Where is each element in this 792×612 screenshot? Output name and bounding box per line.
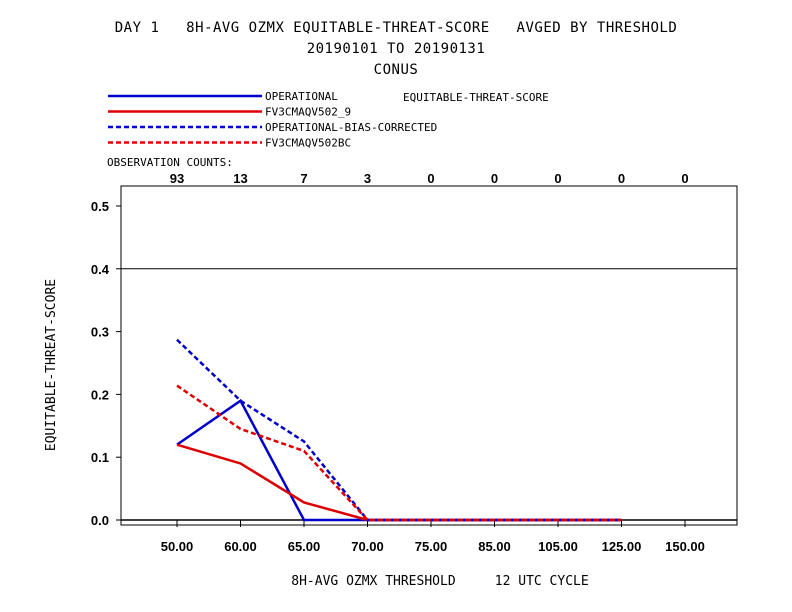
gridlines xyxy=(121,268,737,521)
observation-count: 13 xyxy=(233,171,247,186)
x-tick-label: 75.00 xyxy=(415,539,448,554)
series-lines xyxy=(176,338,622,522)
x-tick-label: 65.00 xyxy=(288,539,321,554)
series-line-fv3cmaqv502bc xyxy=(176,384,622,522)
observation-counts-label: OBSERVATION COUNTS: xyxy=(107,156,233,169)
observation-count: 0 xyxy=(681,171,688,186)
y-tick-label: 0.4 xyxy=(91,262,110,277)
x-tick-label: 70.00 xyxy=(351,539,384,554)
observation-count: 0 xyxy=(554,171,561,186)
observation-count: 3 xyxy=(364,171,371,186)
observation-counts: 93 13 7 3 0 0 0 0 0 xyxy=(170,171,689,186)
series-line-operational xyxy=(176,398,622,522)
y-axis-label: EQUITABLE-THREAT-SCORE xyxy=(44,279,59,451)
y-tick-label: 0.2 xyxy=(91,387,109,402)
x-tick-label: 125.00 xyxy=(602,539,642,554)
x-tick-label: 85.00 xyxy=(478,539,511,554)
date-range: 20190101 TO 20190131 xyxy=(306,41,486,57)
series-line-fv3cmaqv502-9 xyxy=(176,443,622,522)
observation-count: 7 xyxy=(300,171,307,186)
y-tick-label: 0.3 xyxy=(91,325,109,340)
observation-count: 0 xyxy=(427,171,434,186)
legend-entry: OPERATIONAL-BIAS-CORRECTED xyxy=(265,121,437,134)
y-tick-label: 0.5 xyxy=(91,199,109,214)
legend: OPERATIONAL FV3CMAQV502_9 OPERATIONAL-BIAS… xyxy=(108,90,437,150)
legend-entry: FV3CMAQV502_9 xyxy=(265,106,351,119)
x-tick-label: 50.00 xyxy=(161,539,194,554)
x-axis-label: 8H-AVG OZMX THRESHOLD 12 UTC CYCLE xyxy=(291,574,588,589)
x-tick-label: 150.00 xyxy=(665,539,705,554)
y-ticks: 0.0 0.1 0.2 0.3 0.4 0.5 xyxy=(91,199,121,528)
observation-count: 0 xyxy=(618,171,625,186)
y-tick-label: 0.1 xyxy=(91,450,109,465)
y-tick-label: 0.0 xyxy=(91,513,109,528)
region-label: CONUS xyxy=(373,62,419,78)
x-tick-label: 105.00 xyxy=(538,539,578,554)
chart-title: DAY 1 8H-AVG OZMX EQUITABLE-THREAT-SCORE… xyxy=(114,20,678,36)
observation-count: 0 xyxy=(491,171,498,186)
x-tick-label: 60.00 xyxy=(224,539,257,554)
observation-count: 93 xyxy=(170,171,184,186)
legend-metric-label: EQUITABLE-THREAT-SCORE xyxy=(403,91,549,104)
x-ticks: 50.00 60.00 65.00 70.00 75.00 85.00 105.00 125.… xyxy=(161,520,705,554)
legend-entry: OPERATIONAL xyxy=(265,90,338,103)
plot-frame xyxy=(120,185,738,526)
legend-entry: FV3CMAQV502BC xyxy=(265,137,351,150)
